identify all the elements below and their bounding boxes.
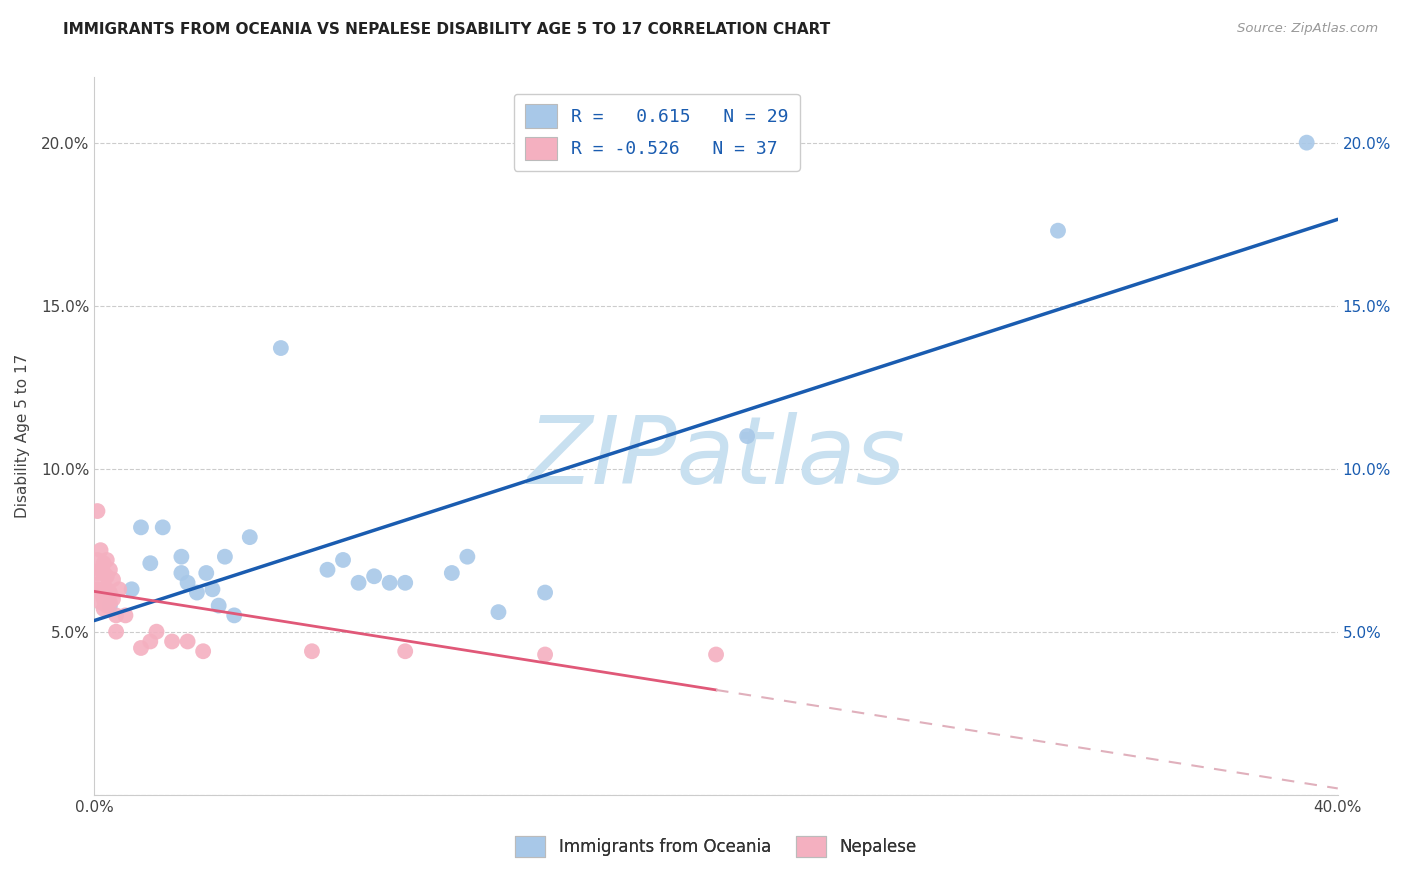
Point [90,563,112,577]
Point [96,569,118,583]
Point [90,543,112,558]
Point [96,582,118,597]
Point [90,595,112,609]
Point [456,549,478,564]
Point [191,644,214,658]
Point [93,592,115,607]
Point [160,634,183,648]
Point [101,573,124,587]
Point [214,549,236,564]
Point [129,520,152,534]
Point [1046,224,1069,238]
Text: ZIPatlas: ZIPatlas [527,412,905,503]
Text: IMMIGRANTS FROM OCEANIA VS NEPALESE DISABILITY AGE 5 TO 17 CORRELATION CHART: IMMIGRANTS FROM OCEANIA VS NEPALESE DISA… [63,22,831,37]
Point [704,648,727,662]
Point [139,556,162,570]
Point [208,599,231,613]
Point [301,644,323,658]
Y-axis label: Disability Age 5 to 17: Disability Age 5 to 17 [15,354,30,518]
Point [98,595,121,609]
Point [145,624,167,639]
Point [90,575,112,590]
Point [86,553,108,567]
Point [86,566,108,580]
Point [114,608,136,623]
Point [86,504,108,518]
Point [534,648,557,662]
Point [534,585,557,599]
Point [363,569,385,583]
Point [440,566,463,580]
Point [170,566,193,580]
Point [195,566,218,580]
Point [735,429,758,443]
Point [186,585,208,599]
Point [105,608,128,623]
Point [93,566,115,580]
Point [347,575,370,590]
Point [488,605,510,619]
Point [96,599,118,613]
Point [98,599,121,613]
Point [139,634,162,648]
Point [121,582,143,597]
Point [176,575,198,590]
Point [98,563,121,577]
Point [394,644,416,658]
Point [239,530,262,544]
Point [176,634,198,648]
Point [394,575,416,590]
Point [86,582,108,597]
Point [270,341,292,355]
Point [93,582,115,597]
Point [108,582,131,597]
Point [224,608,246,623]
Point [1295,136,1317,150]
Point [90,585,112,599]
Legend: Immigrants from Oceania, Nepalese: Immigrants from Oceania, Nepalese [508,827,925,865]
Point [378,575,401,590]
Point [105,624,128,639]
Point [129,640,152,655]
Point [96,553,118,567]
Point [98,585,121,599]
Text: Source: ZipAtlas.com: Source: ZipAtlas.com [1237,22,1378,36]
Point [101,592,124,607]
Point [93,602,115,616]
Point [170,549,193,564]
Point [316,563,339,577]
Point [332,553,354,567]
Point [152,520,174,534]
Point [93,556,115,570]
Point [201,582,224,597]
